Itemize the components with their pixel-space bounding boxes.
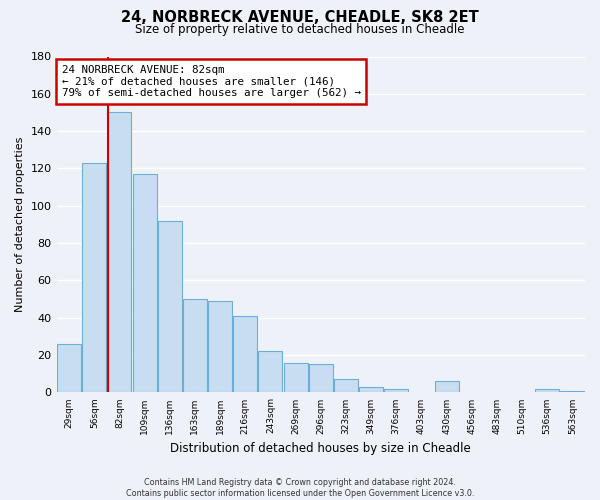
- Bar: [233, 316, 257, 392]
- Text: 24 NORBRECK AVENUE: 82sqm
← 21% of detached houses are smaller (146)
79% of semi: 24 NORBRECK AVENUE: 82sqm ← 21% of detac…: [62, 65, 361, 98]
- Bar: [133, 174, 157, 392]
- Bar: [385, 388, 408, 392]
- Bar: [107, 112, 131, 392]
- Bar: [82, 163, 106, 392]
- Bar: [158, 220, 182, 392]
- Bar: [359, 387, 383, 392]
- Bar: [259, 352, 283, 393]
- Bar: [208, 301, 232, 392]
- Bar: [309, 364, 333, 392]
- Bar: [535, 388, 559, 392]
- Bar: [334, 380, 358, 392]
- Bar: [434, 381, 458, 392]
- Text: 24, NORBRECK AVENUE, CHEADLE, SK8 2ET: 24, NORBRECK AVENUE, CHEADLE, SK8 2ET: [121, 10, 479, 25]
- Text: Size of property relative to detached houses in Cheadle: Size of property relative to detached ho…: [135, 22, 465, 36]
- Bar: [57, 344, 81, 393]
- Y-axis label: Number of detached properties: Number of detached properties: [15, 137, 25, 312]
- Bar: [183, 299, 207, 392]
- Text: Contains HM Land Registry data © Crown copyright and database right 2024.
Contai: Contains HM Land Registry data © Crown c…: [126, 478, 474, 498]
- Bar: [560, 390, 584, 392]
- Bar: [284, 362, 308, 392]
- X-axis label: Distribution of detached houses by size in Cheadle: Distribution of detached houses by size …: [170, 442, 471, 455]
